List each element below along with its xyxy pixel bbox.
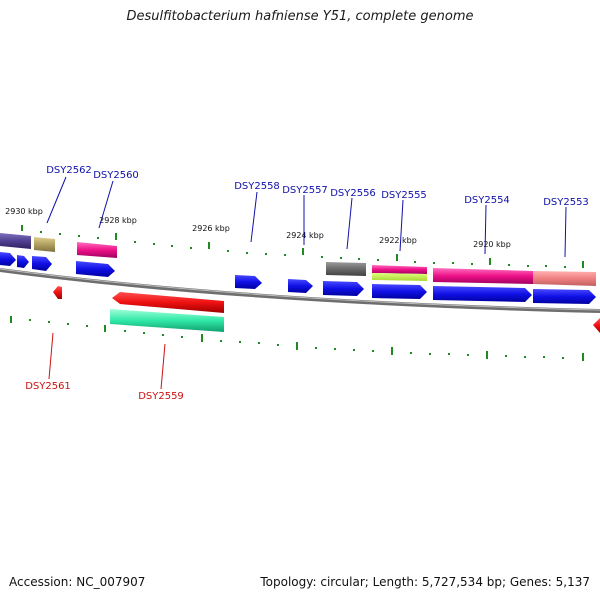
gene-arrow	[323, 281, 364, 296]
scale-label: 2924 kbp	[286, 231, 324, 240]
gene-arrow	[235, 275, 262, 289]
scale-label: 2926 kbp	[192, 224, 230, 233]
forward-genes	[0, 252, 596, 304]
outer-tick-row	[21, 225, 584, 268]
genome-summary-text: Topology: circular; Length: 5,727,534 bp…	[260, 575, 590, 589]
gene-label-dsy2554[interactable]: DSY2554	[464, 195, 510, 206]
gene-arrow	[53, 286, 62, 299]
gene-arrow	[76, 261, 115, 277]
gene-arrow	[32, 256, 52, 271]
scale-label: 2920 kbp	[473, 240, 511, 249]
genome-title: Desulfitobacterium hafniense Y51, comple…	[126, 9, 474, 24]
category-block-inner	[110, 309, 224, 332]
reverse-genes	[53, 286, 600, 333]
gene-arrow	[372, 284, 427, 299]
gene-arrow	[593, 318, 600, 333]
gene-arrow	[17, 255, 29, 268]
scale-label: 2930 kbp	[5, 207, 43, 216]
gene-label-dsy2560[interactable]: DSY2560	[93, 170, 139, 181]
gene-label-dsy2562[interactable]: DSY2562	[46, 165, 92, 176]
gene-label-dsy2553[interactable]: DSY2553	[543, 197, 589, 208]
gene-label-dsy2561[interactable]: DSY2561	[25, 381, 71, 392]
scale-label: 2928 kbp	[99, 216, 137, 225]
gene-label-dsy2555[interactable]: DSY2555	[381, 190, 427, 201]
gene-label-dsy2558[interactable]: DSY2558	[234, 181, 280, 192]
gene-arrow	[533, 289, 596, 304]
gene-arrow	[0, 252, 16, 266]
gene-arrow	[433, 286, 532, 302]
label-leaders	[46, 176, 567, 390]
gene-arrow	[288, 279, 313, 293]
category-blocks	[0, 233, 596, 286]
gene-label-dsy2557[interactable]: DSY2557	[282, 185, 328, 196]
accession-text: Accession: NC_007907	[9, 575, 146, 589]
gene-arrow	[112, 292, 224, 313]
gene-label-dsy2556[interactable]: DSY2556	[330, 188, 376, 199]
scale-label: 2922 kbp	[379, 236, 417, 245]
gene-label-dsy2559[interactable]: DSY2559	[138, 391, 184, 402]
inner-tick-row	[10, 316, 584, 361]
genome-backbone	[0, 268, 600, 313]
